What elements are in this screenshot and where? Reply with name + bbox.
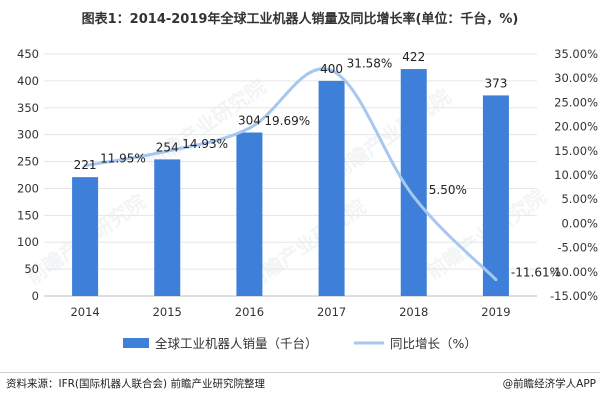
- x-tick-label: 2014: [70, 305, 99, 319]
- legend-bar-swatch: [123, 338, 149, 348]
- bar-value-label: 221: [74, 158, 97, 172]
- bar-2017: [318, 80, 345, 296]
- bar-value-label: 400: [320, 62, 343, 76]
- growth-line: [83, 67, 498, 282]
- y-right-tick-label: 35.00%: [554, 47, 598, 61]
- combo-chart: 前瞻产业研究院前瞻产业研究院前瞻产业研究院前瞻产业研究院前瞻产业研究院 2212…: [17, 47, 598, 351]
- y-left-tick-label: 400: [17, 74, 39, 88]
- y-right-tick-label: 10.00%: [554, 168, 598, 182]
- growth-point-2019: [494, 278, 498, 282]
- y-left-tick-label: 300: [17, 128, 39, 142]
- bar-2014: [72, 177, 99, 296]
- grid-lines: [44, 53, 537, 270]
- legend-line-label: 同比增长（%）: [390, 336, 477, 351]
- y-right-tick-label: 0.00%: [561, 216, 598, 230]
- x-tick-label: 2019: [481, 305, 510, 319]
- growth-point-2016: [247, 126, 251, 130]
- bar-value-label: 373: [484, 76, 507, 90]
- growth-value-label: 14.93%: [182, 137, 228, 151]
- y-right-tick-label: 25.00%: [554, 95, 598, 109]
- credit-note: @前瞻经济学人APP: [502, 378, 596, 390]
- growth-point-2015: [165, 149, 169, 153]
- y-right-tick-label: -15.00%: [550, 289, 598, 303]
- footer-divider: [0, 372, 600, 373]
- data-labels: 221 254 304 400 422 373 11.95% 14.93% 19.69% 31.5…: [74, 50, 561, 280]
- tick-labels: 0 50 100 150 200 250 300 350 400 450 -15.00% -10.00…: [17, 47, 598, 319]
- legend: 全球工业机器人销量（千台） 同比增长（%）: [123, 336, 477, 351]
- bar-value-label: 422: [402, 50, 425, 64]
- y-left-tick-label: 250: [17, 155, 39, 169]
- y-left-tick-label: 450: [17, 47, 39, 61]
- growth-point-2018: [412, 195, 416, 199]
- x-tick-label: 2017: [317, 305, 346, 319]
- y-left-tick-label: 100: [17, 235, 39, 249]
- x-tick-label: 2016: [235, 305, 264, 319]
- growth-point-2017: [330, 69, 334, 73]
- chart-title: 图表1：2014-2019年全球工业机器人销量及同比增长率(单位：千台，%): [81, 12, 519, 27]
- growth-value-label: 5.50%: [429, 183, 467, 197]
- y-right-tick-label: -5.00%: [557, 241, 598, 255]
- growth-value-label: -11.61%: [511, 266, 561, 280]
- y-left-tick-label: 150: [17, 208, 39, 222]
- x-tick-label: 2015: [153, 305, 182, 319]
- bar-2015: [154, 159, 181, 296]
- y-right-tick-label: 30.00%: [554, 71, 598, 85]
- y-right-tick-label: 15.00%: [554, 144, 598, 158]
- bar-value-label: 254: [156, 140, 179, 154]
- growth-value-label: 31.58%: [347, 57, 393, 71]
- y-right-tick-label: 5.00%: [561, 192, 598, 206]
- growth-point-2014: [83, 164, 87, 168]
- source-note: 资料来源：IFR(国际机器人联合会) 前瞻产业研究院整理: [6, 378, 265, 390]
- y-right-tick-label: -10.00%: [550, 265, 598, 279]
- x-tick-label: 2018: [399, 305, 428, 319]
- y-left-tick-label: 350: [17, 101, 39, 115]
- y-left-tick-label: 0: [32, 289, 39, 303]
- y-right-tick-label: 20.00%: [554, 120, 598, 134]
- bars: [72, 69, 509, 297]
- bar-value-label: 304: [238, 114, 261, 128]
- bar-2016: [236, 132, 263, 296]
- growth-value-label: 19.69%: [264, 114, 310, 128]
- growth-value-label: 11.95%: [100, 152, 146, 166]
- y-left-tick-label: 200: [17, 181, 39, 195]
- y-left-tick-label: 50: [24, 262, 39, 276]
- legend-bar-label: 全球工业机器人销量（千台）: [155, 336, 318, 351]
- bar-2019: [482, 95, 509, 296]
